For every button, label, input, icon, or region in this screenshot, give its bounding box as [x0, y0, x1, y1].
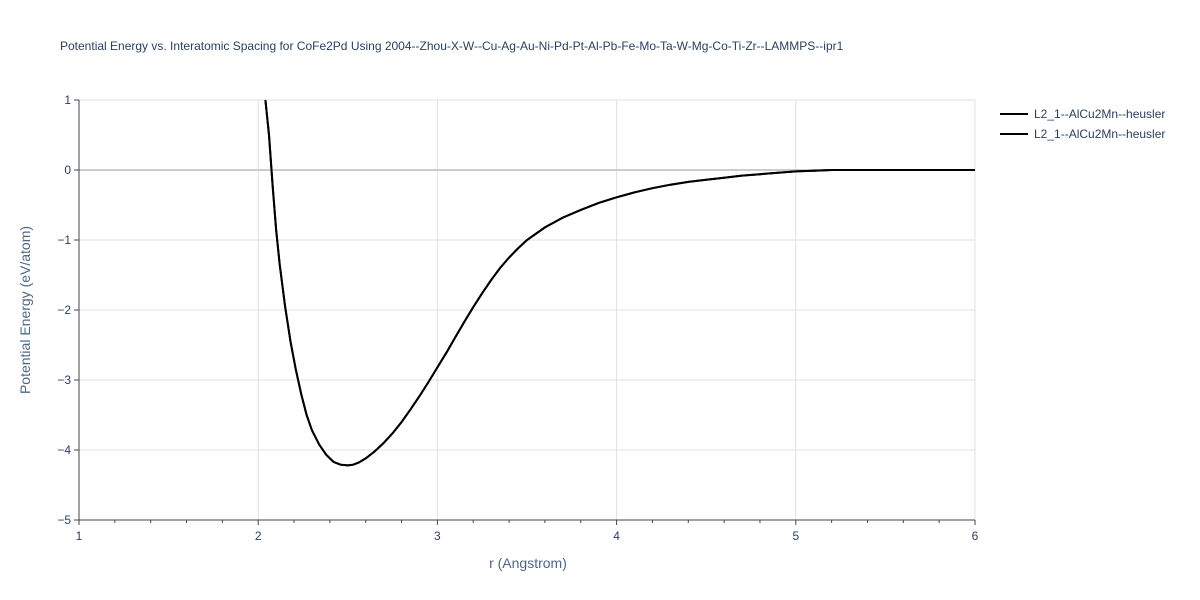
y-tick-label: 0 — [64, 163, 71, 177]
chart-title: Potential Energy vs. Interatomic Spacing… — [60, 39, 844, 53]
grid — [79, 99, 976, 520]
y-tick-label: −5 — [57, 513, 71, 527]
y-tick-label: −3 — [57, 373, 71, 387]
x-axis-ticks: 1 2 3 4 5 6 — [76, 520, 979, 543]
legend-label-2: L2_1--AlCu2Mn--heusler — [1034, 127, 1165, 141]
y-tick-label: −2 — [57, 303, 71, 317]
series-line-1 — [264, 100, 975, 467]
legend: L2_1--AlCu2Mn--heusler L2_1--AlCu2Mn--heu… — [1000, 107, 1165, 141]
legend-label-1: L2_1--AlCu2Mn--heusler — [1034, 107, 1165, 121]
y-axis-title: Potential Energy (eV/atom) — [17, 226, 33, 394]
y-tick-label: 1 — [64, 93, 71, 107]
y-tick-label: −4 — [57, 443, 71, 457]
series-line-2 — [264, 100, 975, 467]
series-layer — [264, 100, 975, 467]
x-axis-title: r (Angstrom) — [489, 555, 567, 571]
x-tick-label: 5 — [792, 529, 799, 543]
y-tick-label: −1 — [57, 233, 71, 247]
x-tick-label: 4 — [613, 529, 620, 543]
x-tick-label: 2 — [255, 529, 262, 543]
x-tick-label: 1 — [76, 529, 83, 543]
x-tick-label: 6 — [972, 529, 979, 543]
x-tick-label: 3 — [434, 529, 441, 543]
y-axis-ticks: 1 0 −1 −2 −3 −4 −5 — [57, 93, 79, 527]
